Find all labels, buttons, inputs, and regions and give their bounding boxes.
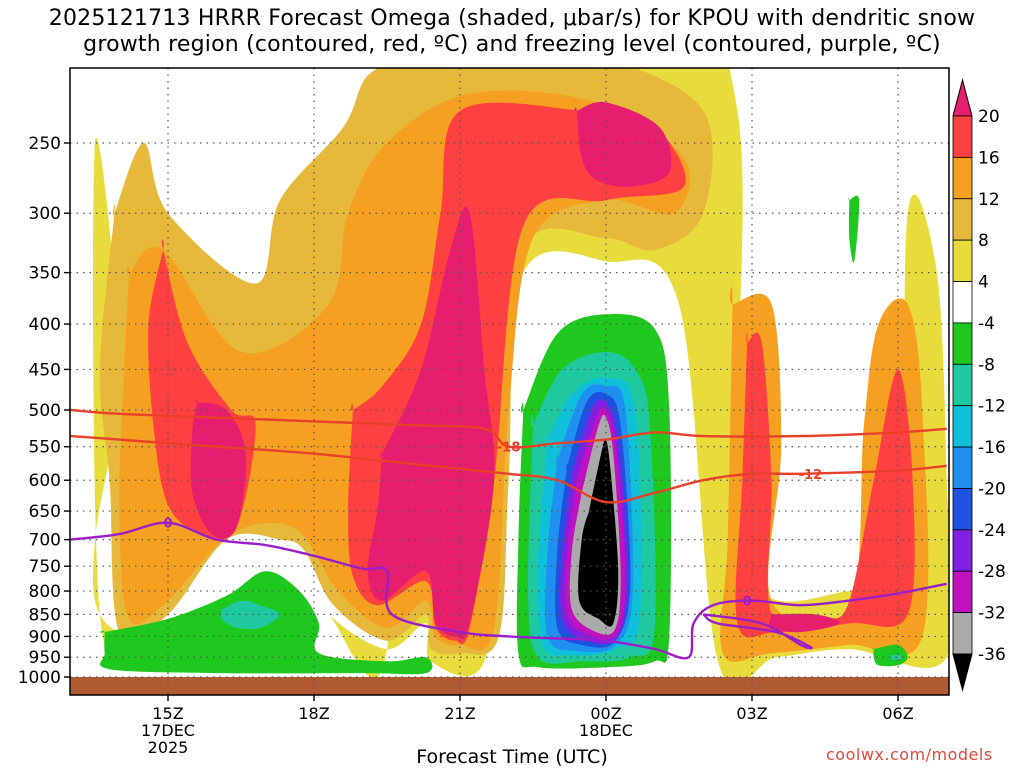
omega-region-20 — [768, 613, 840, 633]
colorbar-band-11 — [952, 529, 973, 572]
colorbar-label-neg36: -36 — [978, 645, 1006, 665]
y-tick-label-950: 950 — [29, 648, 61, 668]
colorbar-label-8: 8 — [978, 231, 989, 251]
colorbar-band-5 — [952, 281, 973, 324]
chart-title-line-1: 2025121713 HRRR Forecast Omega (shaded, … — [48, 6, 976, 31]
colorbar-label-neg28: -28 — [978, 562, 1006, 582]
colorbar-band-1 — [952, 115, 973, 158]
colorbar-band-4 — [952, 239, 973, 282]
x-tick-label-06Z: 06Z — [882, 704, 913, 723]
colorbar-band-7 — [952, 363, 973, 407]
y-tick-label-800: 800 — [29, 582, 61, 602]
dgz-contour-1-label: -12 — [799, 468, 823, 483]
omega-region-neg8 — [220, 600, 280, 630]
y-tick-label-400: 400 — [29, 315, 61, 335]
y-tick-label-550: 550 — [29, 438, 61, 458]
y-tick-label-700: 700 — [29, 531, 61, 551]
colorbar-band-12 — [952, 570, 973, 614]
freezing-level-contour-1-label: 0 — [743, 595, 752, 610]
omega-region-16 — [735, 332, 915, 638]
source-credit: coolwx.com/models — [826, 745, 993, 764]
omega-region-neg4 — [848, 195, 860, 263]
colorbar-label-4: 4 — [978, 273, 989, 293]
colorbar-band-6 — [952, 322, 973, 365]
chart-title: 2025121713 HRRR Forecast Omega (shaded, … — [0, 6, 1024, 58]
colorbar-label-neg12: -12 — [978, 397, 1006, 417]
chart-title-line-2: growth region (contoured, red, ºC) and f… — [83, 32, 941, 57]
colorbar-label-neg32: -32 — [978, 604, 1006, 624]
colorbar-label-neg4: -4 — [978, 314, 995, 334]
x-tick-label-15Z: 15Z — [152, 704, 183, 723]
x-tick-date-15Z: 17DEC — [141, 721, 195, 740]
y-tick-label-650: 650 — [29, 502, 61, 522]
x-tick-label-18Z: 18Z — [298, 704, 329, 723]
colorbar-band-9 — [952, 446, 973, 489]
colorbar-band-2 — [952, 156, 973, 200]
y-tick-label-850: 850 — [29, 605, 61, 625]
y-tick-label-900: 900 — [29, 627, 61, 647]
omega-region-20 — [367, 206, 495, 640]
freezing-level-contour-1 — [702, 613, 813, 650]
colorbar-label-neg8: -8 — [978, 355, 995, 375]
x-axis-label: Forecast Time (UTC) — [416, 746, 608, 768]
dgz-contour-1 — [70, 434, 947, 504]
x-tick-date-00Z: 18DEC — [579, 721, 633, 740]
freezing-level-contour-0 — [70, 521, 947, 660]
y-tick-label-250: 250 — [29, 134, 61, 154]
colorbar-band-8 — [952, 405, 973, 448]
x-tick-label-00Z: 00Z — [590, 704, 621, 723]
y-tick-label-750: 750 — [29, 557, 61, 577]
x-tick-label-21Z: 21Z — [444, 704, 475, 723]
omega-region-20 — [574, 101, 672, 187]
y-tick-label-450: 450 — [29, 360, 61, 380]
y-tick-label-500: 500 — [29, 401, 61, 421]
colorbar-label-neg24: -24 — [978, 521, 1006, 541]
y-tick-label-1000: 1000 — [18, 668, 61, 688]
x-tick-label-03Z: 03Z — [736, 704, 767, 723]
y-tick-label-300: 300 — [29, 204, 61, 224]
colorbar-label-12: 12 — [978, 190, 1000, 210]
colorbar-bottom-arrow — [952, 653, 973, 692]
colorbar-band-3 — [952, 198, 973, 241]
colorbar-band-13 — [952, 612, 973, 655]
dgz-contour-0 — [70, 408, 947, 449]
dgz-contour-0-label: -18 — [497, 441, 521, 456]
colorbar-label-neg16: -16 — [978, 438, 1006, 458]
omega-region-neg4 — [871, 644, 908, 667]
colorbar-label-neg20: -20 — [978, 479, 1006, 499]
omega-region-20 — [190, 399, 247, 539]
colorbar-band-10 — [952, 488, 973, 531]
omega-region-neg36 — [578, 438, 619, 627]
x-tick-year-15Z: 2025 — [148, 738, 189, 757]
colorbar-label-20: 20 — [978, 107, 1000, 127]
y-tick-label-600: 600 — [29, 471, 61, 491]
omega-region-neg4 — [897, 0, 908, 21]
y-tick-label-350: 350 — [29, 264, 61, 284]
ground-surface — [70, 677, 949, 695]
freezing-level-contour-0-label: 0 — [163, 517, 172, 532]
colorbar-top-arrow — [952, 78, 973, 117]
colorbar-label-16: 16 — [978, 148, 1000, 168]
plot-frame — [69, 67, 950, 696]
